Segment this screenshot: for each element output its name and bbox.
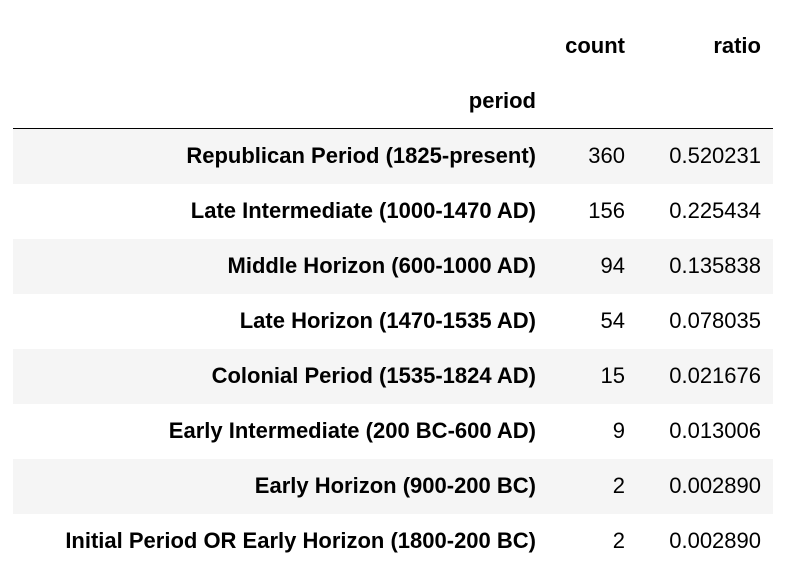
count-cell: 156 [588,198,625,223]
index-name-row: period [13,73,773,129]
count-cell: 2 [612,473,625,498]
table-row: Initial Period OR Early Horizon (1800-20… [13,514,773,569]
count-cell: 15 [600,363,625,388]
table-row: Colonial Period (1535-1824 AD) 15 0.0216… [13,348,773,404]
count-cell: 94 [600,253,625,278]
ratio-cell: 0.002890 [669,528,761,553]
table-row: Middle Horizon (600-1000 AD) 94 0.135838 [13,238,773,294]
count-cell: 9 [612,418,625,443]
row-index-label: Middle Horizon (600-1000 AD) [227,253,536,278]
table-row: Early Horizon (900-200 BC) 2 0.002890 [13,458,773,514]
row-index-label: Colonial Period (1535-1824 AD) [211,363,536,388]
ratio-cell: 0.225434 [669,198,761,223]
table-row: Late Intermediate (1000-1470 AD) 156 0.2… [13,184,773,239]
dataframe-table: count ratio period Republican Period (18… [13,18,773,569]
index-header-blank [13,18,536,73]
column-header-row: count ratio [13,18,773,73]
count-cell: 360 [588,143,625,169]
index-row-blank-ratio [637,73,773,129]
count-cell: 54 [600,308,625,333]
row-index-label: Early Intermediate (200 BC-600 AD) [168,418,536,443]
table-body: Republican Period (1825-present) 360 0.5… [13,128,773,569]
index-name-header: period [13,73,536,129]
ratio-cell: 0.021676 [669,363,761,388]
ratio-cell: 0.520231 [669,143,761,169]
row-index-label: Early Horizon (900-200 BC) [254,473,536,498]
ratio-cell: 0.078035 [669,308,761,333]
table-row: Early Intermediate (200 BC-600 AD) 9 0.0… [13,404,773,459]
ratio-cell: 0.013006 [669,418,761,443]
row-index-label: Late Horizon (1470-1535 AD) [239,308,536,333]
count-cell: 2 [612,528,625,553]
ratio-cell: 0.002890 [669,473,761,498]
table-row: Republican Period (1825-present) 360 0.5… [13,128,773,184]
column-header-count: count [565,32,625,58]
index-row-blank-count [536,73,637,129]
row-index-label: Republican Period (1825-present) [186,143,536,169]
ratio-cell: 0.135838 [669,253,761,278]
table-row: Late Horizon (1470-1535 AD) 54 0.078035 [13,294,773,349]
row-index-label: Initial Period OR Early Horizon (1800-20… [65,528,536,553]
column-header-ratio: ratio [713,32,761,58]
row-index-label: Late Intermediate (1000-1470 AD) [190,198,536,223]
table-header: count ratio period [13,18,773,129]
